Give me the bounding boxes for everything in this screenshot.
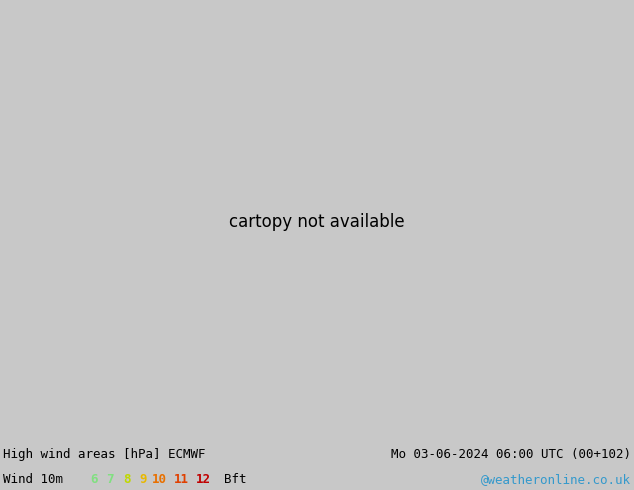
Text: Bft: Bft	[224, 473, 247, 487]
Text: 11: 11	[174, 473, 189, 487]
Text: cartopy not available: cartopy not available	[229, 213, 405, 231]
Text: Wind 10m: Wind 10m	[3, 473, 63, 487]
Text: @weatheronline.co.uk: @weatheronline.co.uk	[481, 473, 631, 487]
Text: 6: 6	[90, 473, 98, 487]
Text: 7: 7	[107, 473, 114, 487]
Text: 8: 8	[123, 473, 131, 487]
Text: 10: 10	[152, 473, 167, 487]
Text: Mo 03-06-2024 06:00 UTC (00+102): Mo 03-06-2024 06:00 UTC (00+102)	[391, 448, 631, 461]
Text: 12: 12	[195, 473, 210, 487]
Text: High wind areas [hPa] ECMWF: High wind areas [hPa] ECMWF	[3, 448, 205, 461]
Text: 9: 9	[139, 473, 147, 487]
